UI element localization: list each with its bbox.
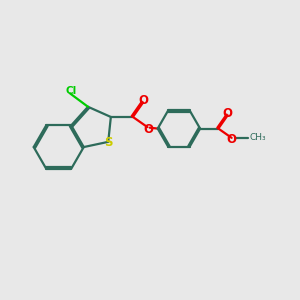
Text: O: O	[139, 94, 149, 107]
Text: Cl: Cl	[66, 85, 77, 95]
Text: S: S	[104, 136, 112, 149]
Text: O: O	[143, 123, 153, 136]
Text: CH₃: CH₃	[249, 134, 266, 142]
Text: O: O	[223, 107, 233, 120]
Text: O: O	[226, 134, 237, 146]
